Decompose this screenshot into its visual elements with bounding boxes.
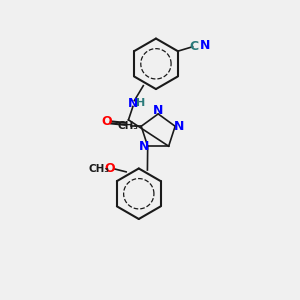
Text: O: O: [102, 115, 112, 128]
Text: C: C: [190, 40, 199, 53]
Text: H: H: [136, 98, 146, 108]
Text: CH₃: CH₃: [88, 164, 109, 174]
Text: N: N: [153, 104, 164, 117]
Text: N: N: [200, 39, 210, 52]
Text: O: O: [104, 162, 115, 176]
Text: N: N: [139, 140, 149, 153]
Text: CH₃: CH₃: [117, 121, 138, 131]
Text: N: N: [173, 120, 184, 133]
Text: N: N: [128, 97, 138, 110]
